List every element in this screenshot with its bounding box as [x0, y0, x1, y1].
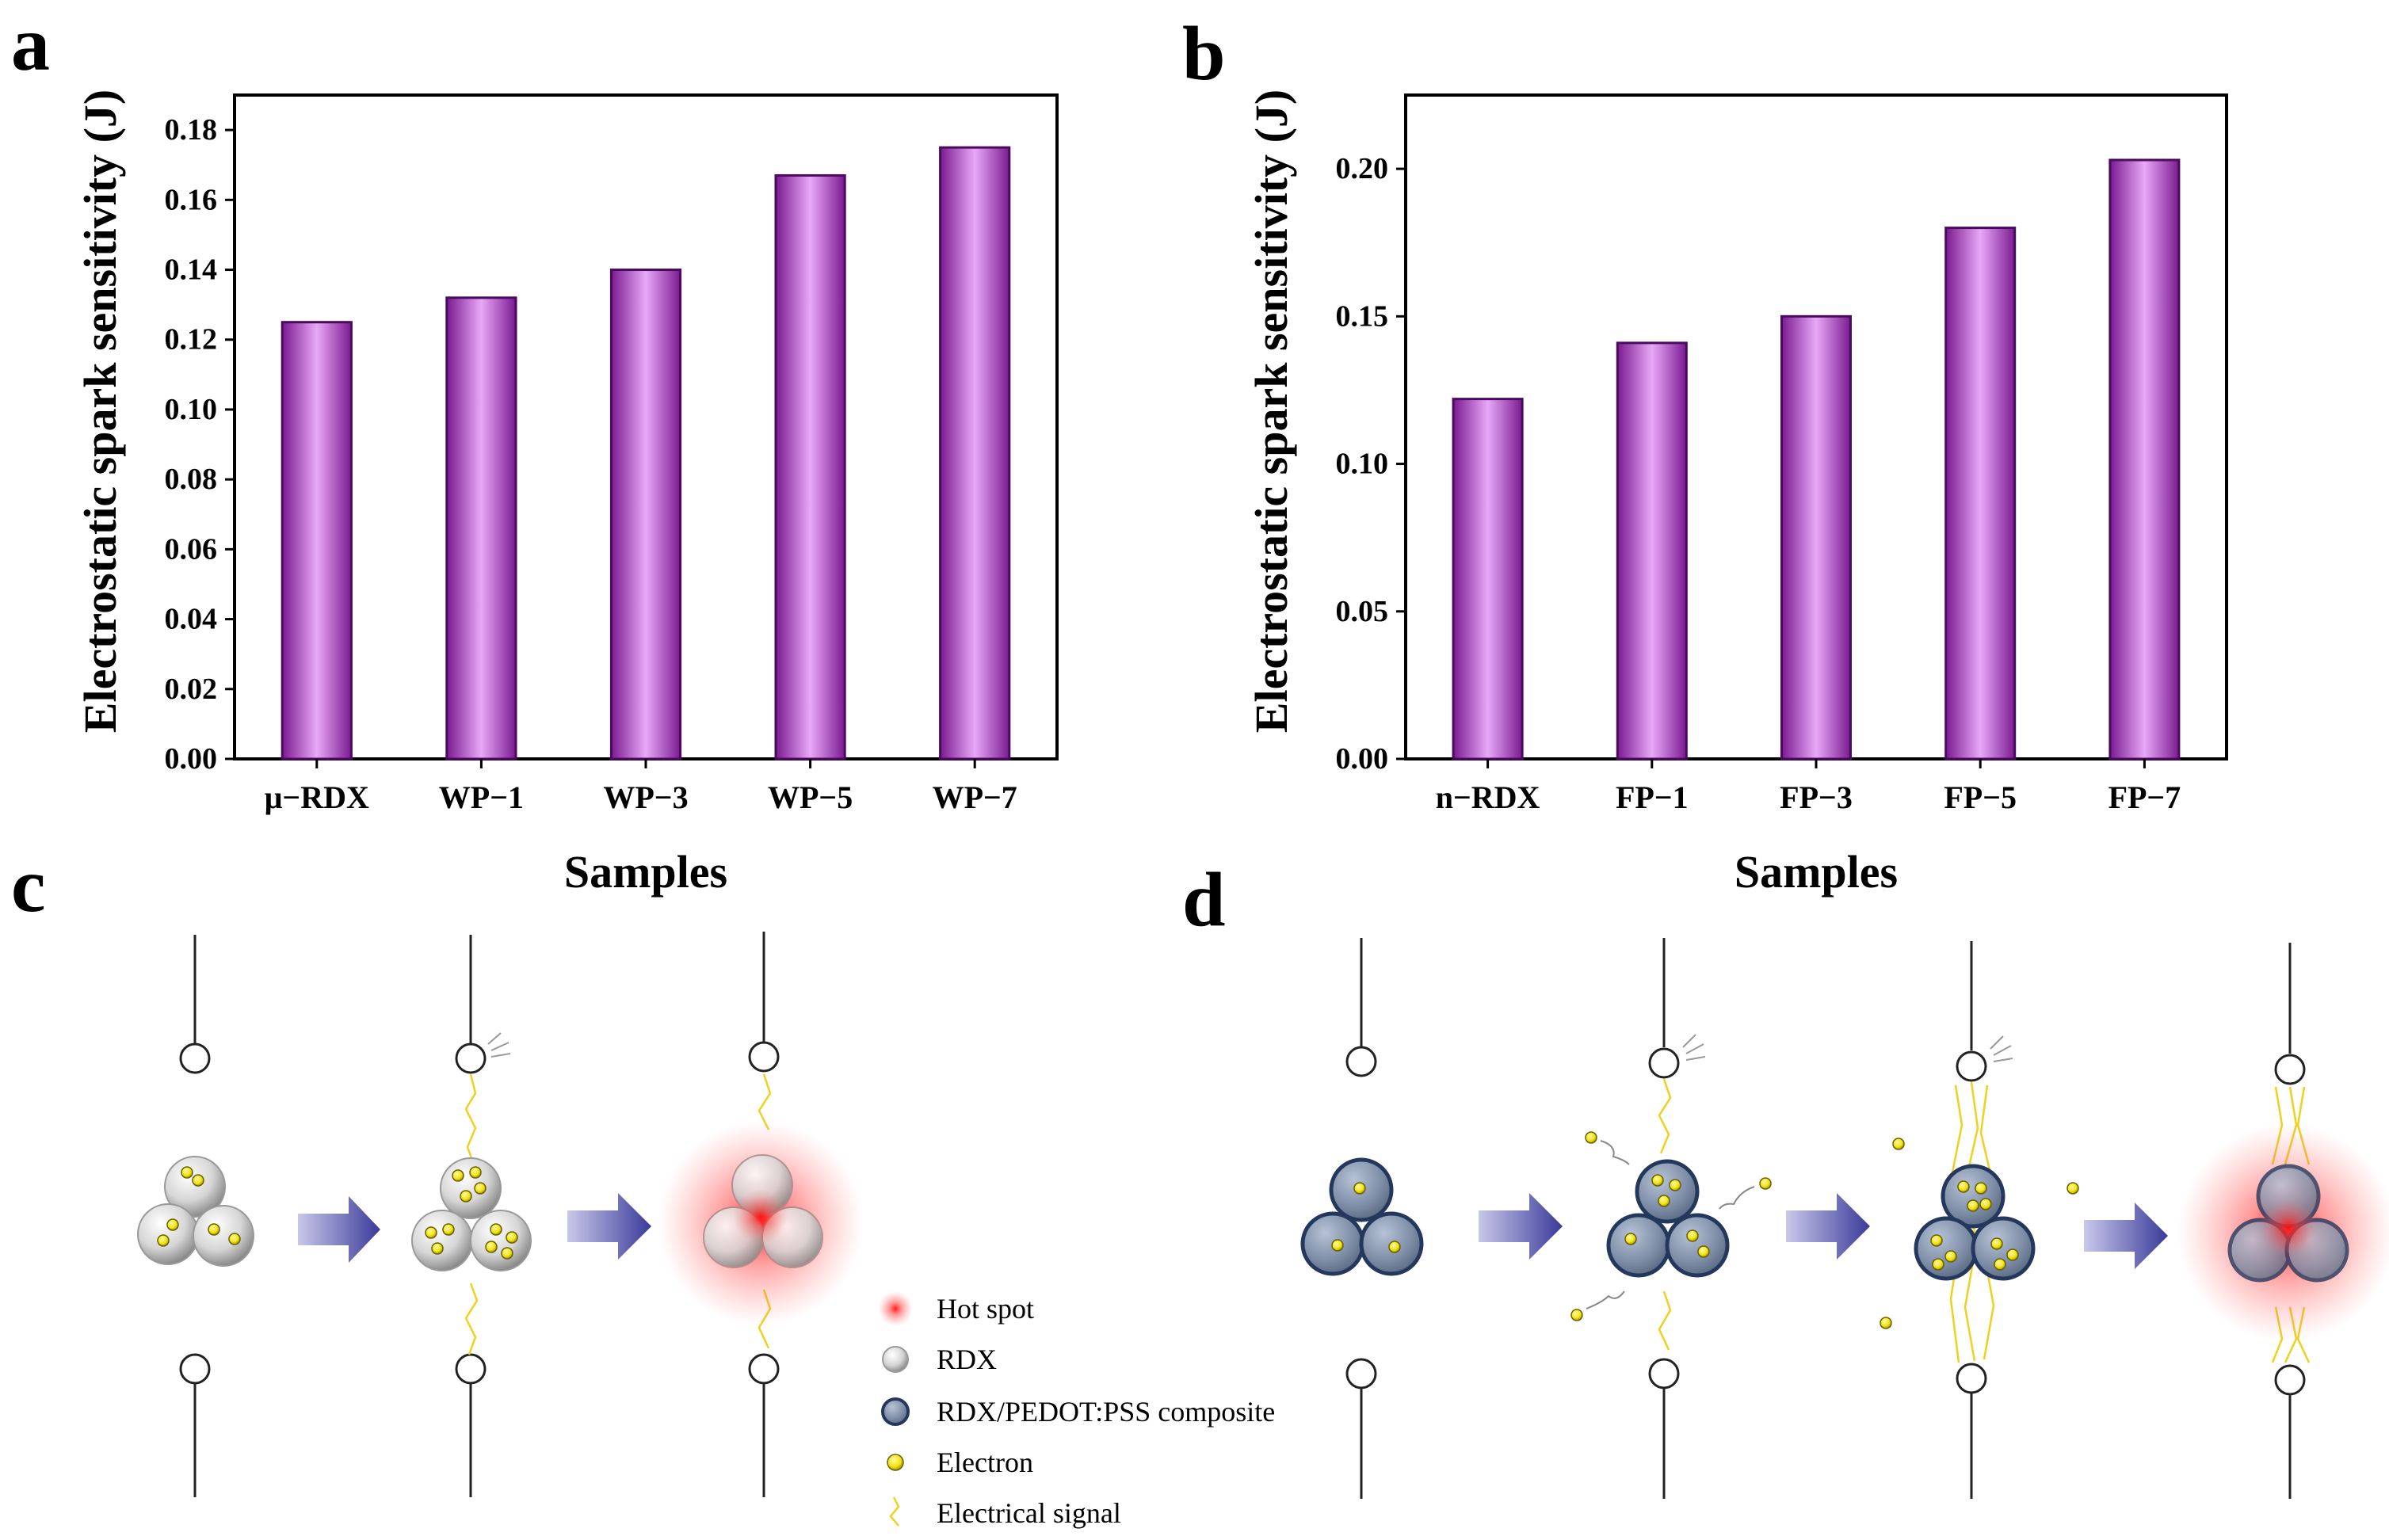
x-axis-label: Samples	[564, 846, 727, 898]
electron-group	[1570, 1131, 1772, 1321]
y-tick-label: 0.02	[165, 673, 218, 706]
hot-spot-core	[734, 1190, 788, 1244]
spark-lines	[1990, 1035, 2013, 1062]
process-arrow	[2084, 1203, 2168, 1269]
y-tick-label: 0.05	[1336, 595, 1389, 628]
rdx-icon	[882, 1346, 909, 1373]
rdx-cluster	[411, 1157, 532, 1271]
x-tick-label: WP−3	[603, 780, 688, 815]
bar	[280, 321, 353, 760]
hot-spot-core	[2260, 1199, 2317, 1256]
y-tick-label: 0.20	[1336, 152, 1389, 185]
x-tick-label: WP−5	[768, 780, 853, 815]
electrode-pair	[2274, 943, 2306, 1499]
electrode-pair	[1345, 938, 1377, 1499]
x-tick-label: FP−1	[1616, 780, 1689, 815]
legend-item-electron: Electron	[887, 1447, 1033, 1478]
bar	[774, 173, 846, 760]
y-tick-label: 0.00	[165, 742, 218, 776]
legend-item-rdx: RDX	[882, 1344, 997, 1375]
x-tick-label: FP−3	[1780, 780, 1853, 815]
legend: Hot spot RDX RDX/PEDOT:PSS composite Ele…	[878, 1291, 1275, 1529]
y-tick-label: 0.18	[165, 113, 218, 147]
spark-lines	[487, 1032, 511, 1058]
electron-group	[1880, 1138, 2079, 1329]
process-arrow	[1479, 1193, 1563, 1260]
rdx-cluster	[137, 1156, 254, 1267]
bar	[1616, 341, 1688, 760]
electrode-pair	[455, 935, 487, 1497]
x-axis-label: Samples	[1735, 846, 1898, 898]
x-tick-label: FP−5	[1944, 780, 2017, 815]
electron-path	[1586, 1140, 1755, 1309]
electrical-signal	[464, 1073, 479, 1355]
panel-label-c: c	[11, 843, 46, 928]
bar	[1452, 398, 1524, 760]
y-tick-label: 0.00	[1336, 742, 1389, 776]
composite-cluster	[1914, 1164, 2036, 1281]
x-tick-label: FP−7	[2109, 780, 2181, 815]
legend-label: Electron	[937, 1447, 1033, 1478]
electrode-pair	[748, 932, 780, 1497]
spark-lines	[1682, 1034, 1706, 1061]
composite-cluster	[1300, 1157, 1424, 1276]
y-tick-label: 0.12	[165, 323, 218, 356]
bar	[939, 146, 1011, 760]
panel-label-a: a	[11, 2, 50, 87]
legend-label: Hot spot	[937, 1293, 1034, 1325]
electrical-signal-icon	[889, 1496, 900, 1527]
composite-icon	[881, 1397, 910, 1426]
y-tick-label: 0.10	[165, 393, 218, 426]
y-tick-label: 0.06	[165, 532, 218, 566]
x-tick-label: WP−1	[439, 780, 524, 815]
electron-group	[425, 1166, 518, 1260]
bar	[2109, 158, 2181, 760]
legend-label: Electrical signal	[937, 1497, 1121, 1529]
x-tick-label: n−RDX	[1436, 780, 1540, 815]
process-arrow	[1786, 1193, 1870, 1260]
electrode-pair	[1956, 941, 1987, 1499]
electrode-pair	[1648, 938, 1680, 1499]
panel-label-b: b	[1182, 11, 1226, 97]
hot-spot-icon	[878, 1291, 913, 1326]
electrical-signal	[1658, 1078, 1672, 1351]
x-tick-label: μ−RDX	[265, 780, 369, 815]
composite-cluster	[1606, 1159, 1730, 1278]
y-tick-label: 0.15	[1336, 299, 1389, 333]
process-arrow	[298, 1196, 380, 1263]
legend-item-signal: Electrical signal	[889, 1496, 1121, 1529]
bar-chart-a: 0.00 0.02 0.04 0.06 0.08 0.10 0.12 0.14 0.16 0.18…	[74, 90, 1059, 898]
y-axis-label: Electrostatic spark sensitivity (J)	[74, 90, 126, 733]
y-tick-label: 0.10	[1336, 448, 1389, 481]
process-arrow	[567, 1193, 651, 1260]
y-tick-label: 0.14	[165, 253, 218, 287]
electron-group	[157, 1166, 241, 1247]
y-tick-label: 0.16	[165, 183, 218, 216]
legend-item-composite: RDX/PEDOT:PSS composite	[881, 1396, 1275, 1428]
electron-icon	[887, 1454, 904, 1471]
bar	[1780, 314, 1853, 760]
y-tick-label: 0.08	[165, 463, 218, 496]
legend-label: RDX/PEDOT:PSS composite	[937, 1396, 1275, 1428]
schematic-c	[137, 932, 864, 1497]
electron-group	[1331, 1182, 1401, 1253]
bar	[1944, 227, 2017, 760]
bar	[445, 296, 517, 760]
legend-item-hot-spot: Hot spot	[878, 1291, 1034, 1326]
panel-label-d: d	[1182, 857, 1226, 943]
electrode-pair	[179, 935, 211, 1497]
y-tick-label: 0.04	[165, 603, 218, 636]
bar	[609, 269, 682, 760]
y-axis-label: Electrostatic spark sensitivity (J)	[1246, 90, 1297, 733]
bar-chart-b: 0.00 0.05 0.10 0.15 0.20 n−RDX FP−1 FP−3 FP−5 FP−…	[1246, 90, 2228, 898]
schematic-d	[1300, 938, 2389, 1499]
legend-label: RDX	[937, 1344, 997, 1375]
x-tick-label: WP−7	[933, 780, 1017, 815]
